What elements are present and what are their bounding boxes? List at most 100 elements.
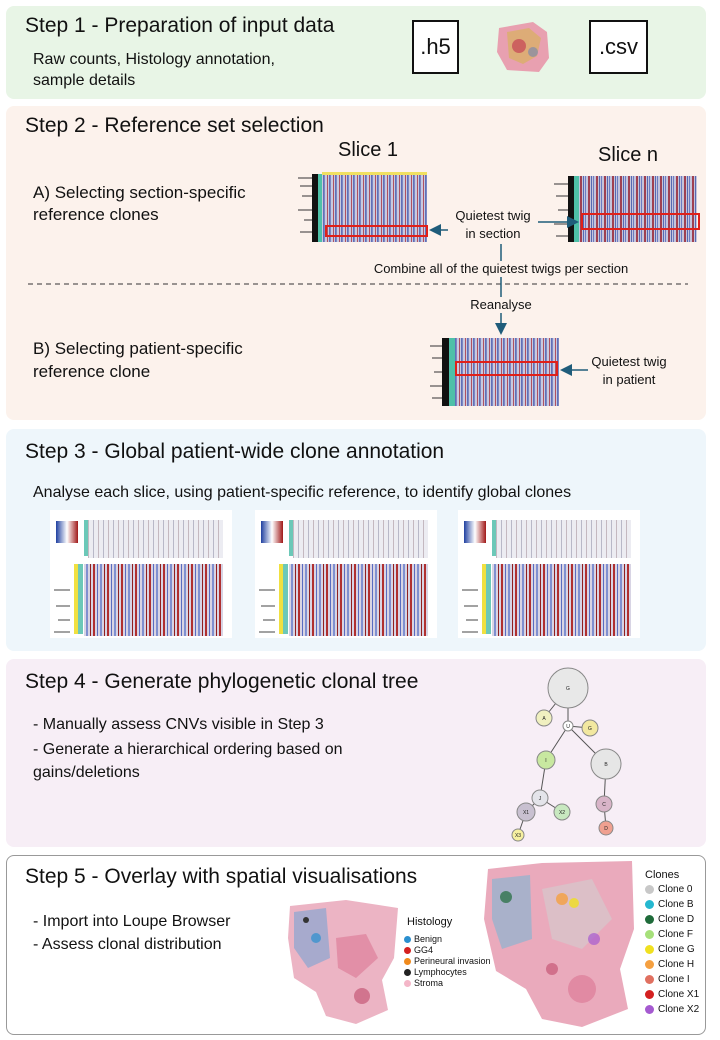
legend-dot-icon <box>645 885 654 894</box>
tree-label-b: B <box>604 762 608 768</box>
legend-dot-icon <box>645 975 654 984</box>
step1-desc-line2: sample details <box>33 72 136 89</box>
tree-node-u <box>562 720 574 732</box>
tree-node-a <box>535 709 553 727</box>
histology-legend-label: Stroma <box>414 978 444 988</box>
clone-legend-label: Clone I <box>658 974 690 985</box>
tree-node-x1 <box>516 802 536 822</box>
step5-bullet2: - Assess clonal distribution <box>33 936 222 953</box>
clone-legend-item: Clone B <box>645 899 694 910</box>
step2b-line2: reference clone <box>33 362 151 381</box>
clone-legend-item: Clone D <box>645 914 694 925</box>
tree-node-g-root <box>547 667 589 709</box>
clone-legend-label: Clone 0 <box>658 884 693 895</box>
tissue-thumbnail-image <box>497 22 549 72</box>
quietest-twig-patient-line2: in patient <box>602 372 656 387</box>
legend-dot-icon <box>645 960 654 969</box>
clone-legend-label: Clone G <box>658 944 695 955</box>
step4-title: Step 4 - Generate phylogenetic clonal tr… <box>25 670 419 693</box>
clone-legend-label: Clone X2 <box>658 1004 700 1015</box>
quietest-twig-section-line1: Quietest twig <box>448 208 538 224</box>
histology-legend-item: Perineural invasion <box>404 956 491 966</box>
histology-legend-item: Benign <box>404 934 442 944</box>
legend-dot-icon <box>645 900 654 909</box>
h5-file-box: .h5 <box>412 20 459 74</box>
clone-legend-item: Clone H <box>645 959 694 970</box>
histology-legend-title: Histology <box>407 916 453 928</box>
step3-desc: Analyse each slice, using patient-specif… <box>33 484 572 501</box>
legend-dot-icon <box>645 1005 654 1014</box>
histology-legend-label: Lymphocytes <box>414 967 467 977</box>
legend-dot-icon <box>404 946 411 954</box>
tree-label-u: U <box>566 724 570 730</box>
tree-label-c: C <box>602 802 606 808</box>
clone-legend-label: Clone X1 <box>658 989 700 1000</box>
tree-label-a: A <box>542 716 546 722</box>
step2-diagram <box>28 172 700 406</box>
slice1-heatmap <box>298 172 428 242</box>
csv-file-box: .csv <box>589 20 648 74</box>
tree-node-g <box>581 719 599 737</box>
slicen-label: Slice n <box>598 144 659 166</box>
step4-panel <box>6 659 706 847</box>
step4-bullet2-line2: gains/deletions <box>33 764 140 781</box>
legend-dot-icon <box>645 930 654 939</box>
histology-legend-item: Stroma <box>404 978 443 988</box>
combine-label: Combine all of the quietest twigs per se… <box>356 261 646 277</box>
clone-legend-item: Clone F <box>645 929 693 940</box>
clone-legend-item: Clone I <box>645 974 690 985</box>
step2-title: Step 2 - Reference set selection <box>25 114 324 137</box>
histology-legend-item: Lymphocytes <box>404 967 467 977</box>
tree-label-g-root: G <box>566 686 570 692</box>
legend-dot-icon <box>404 968 411 976</box>
clone-legend-item: Clone X1 <box>645 989 699 1000</box>
reanalyse-label: Reanalyse <box>462 297 540 313</box>
legend-dot-icon <box>645 915 654 924</box>
slice1-label: Slice 1 <box>338 139 399 161</box>
tree-node-i <box>536 750 556 770</box>
clone-legend-item: Clone X2 <box>645 1004 699 1015</box>
tree-node-c <box>595 795 613 813</box>
legend-dot-icon <box>404 935 411 943</box>
clone-legend-item: Clone 0 <box>645 884 692 895</box>
tree-label-i: I <box>545 758 546 764</box>
step1-title: Step 1 - Preparation of input data <box>25 14 335 37</box>
legend-dot-icon <box>404 979 411 987</box>
step2b-line1: B) Selecting patient-specific <box>33 339 243 358</box>
tree-node-x3 <box>511 828 525 842</box>
step5-title: Step 5 - Overlay with spatial visualisat… <box>25 865 418 888</box>
slicen-heatmap <box>554 176 700 242</box>
step3-heatmap-3 <box>458 510 640 638</box>
step2a-line1: A) Selecting section-specific <box>33 183 246 202</box>
clone-legend-item: Clone G <box>645 944 695 955</box>
tree-label-j: J <box>539 796 542 802</box>
histology-tissue-image <box>288 900 398 1024</box>
step2a-line2: reference clones <box>33 205 159 224</box>
step5-bullet1: - Import into Loupe Browser <box>33 913 231 930</box>
clone-legend-label: Clone B <box>658 899 694 910</box>
histology-legend-label: GG4 <box>414 945 434 955</box>
tree-node-b <box>590 748 622 780</box>
legend-dot-icon <box>645 945 654 954</box>
clone-legend-label: Clone D <box>658 914 695 925</box>
clones-tissue-image <box>484 861 634 1027</box>
tree-label-d: D <box>604 826 608 832</box>
step1-desc-line1: Raw counts, Histology annotation, <box>33 51 275 68</box>
quietest-twig-section-line2: in section <box>448 226 538 242</box>
clone-legend-label: Clone H <box>658 959 695 970</box>
histology-legend-item: GG4 <box>404 945 433 955</box>
tree-node-j <box>531 789 549 807</box>
histology-legend-label: Perineural invasion <box>414 956 491 966</box>
step4-bullet1: - Manually assess CNVs visible in Step 3 <box>33 716 324 733</box>
step4-bullet2-line1: - Generate a hierarchical ordering based… <box>33 741 343 758</box>
legend-dot-icon <box>645 990 654 999</box>
tree-label-x3: X3 <box>515 833 521 839</box>
tree-label-x2: X2 <box>559 810 565 816</box>
clone-legend-label: Clone F <box>658 929 694 940</box>
legend-dot-icon <box>404 957 411 965</box>
phylogenetic-tree: G A U G I B J C X1 X2 D X3 <box>511 667 622 842</box>
tree-node-x2 <box>553 803 571 821</box>
tree-node-d <box>598 820 614 836</box>
tree-label-x1: X1 <box>523 810 529 816</box>
clones-legend-title: Clones <box>645 869 680 881</box>
